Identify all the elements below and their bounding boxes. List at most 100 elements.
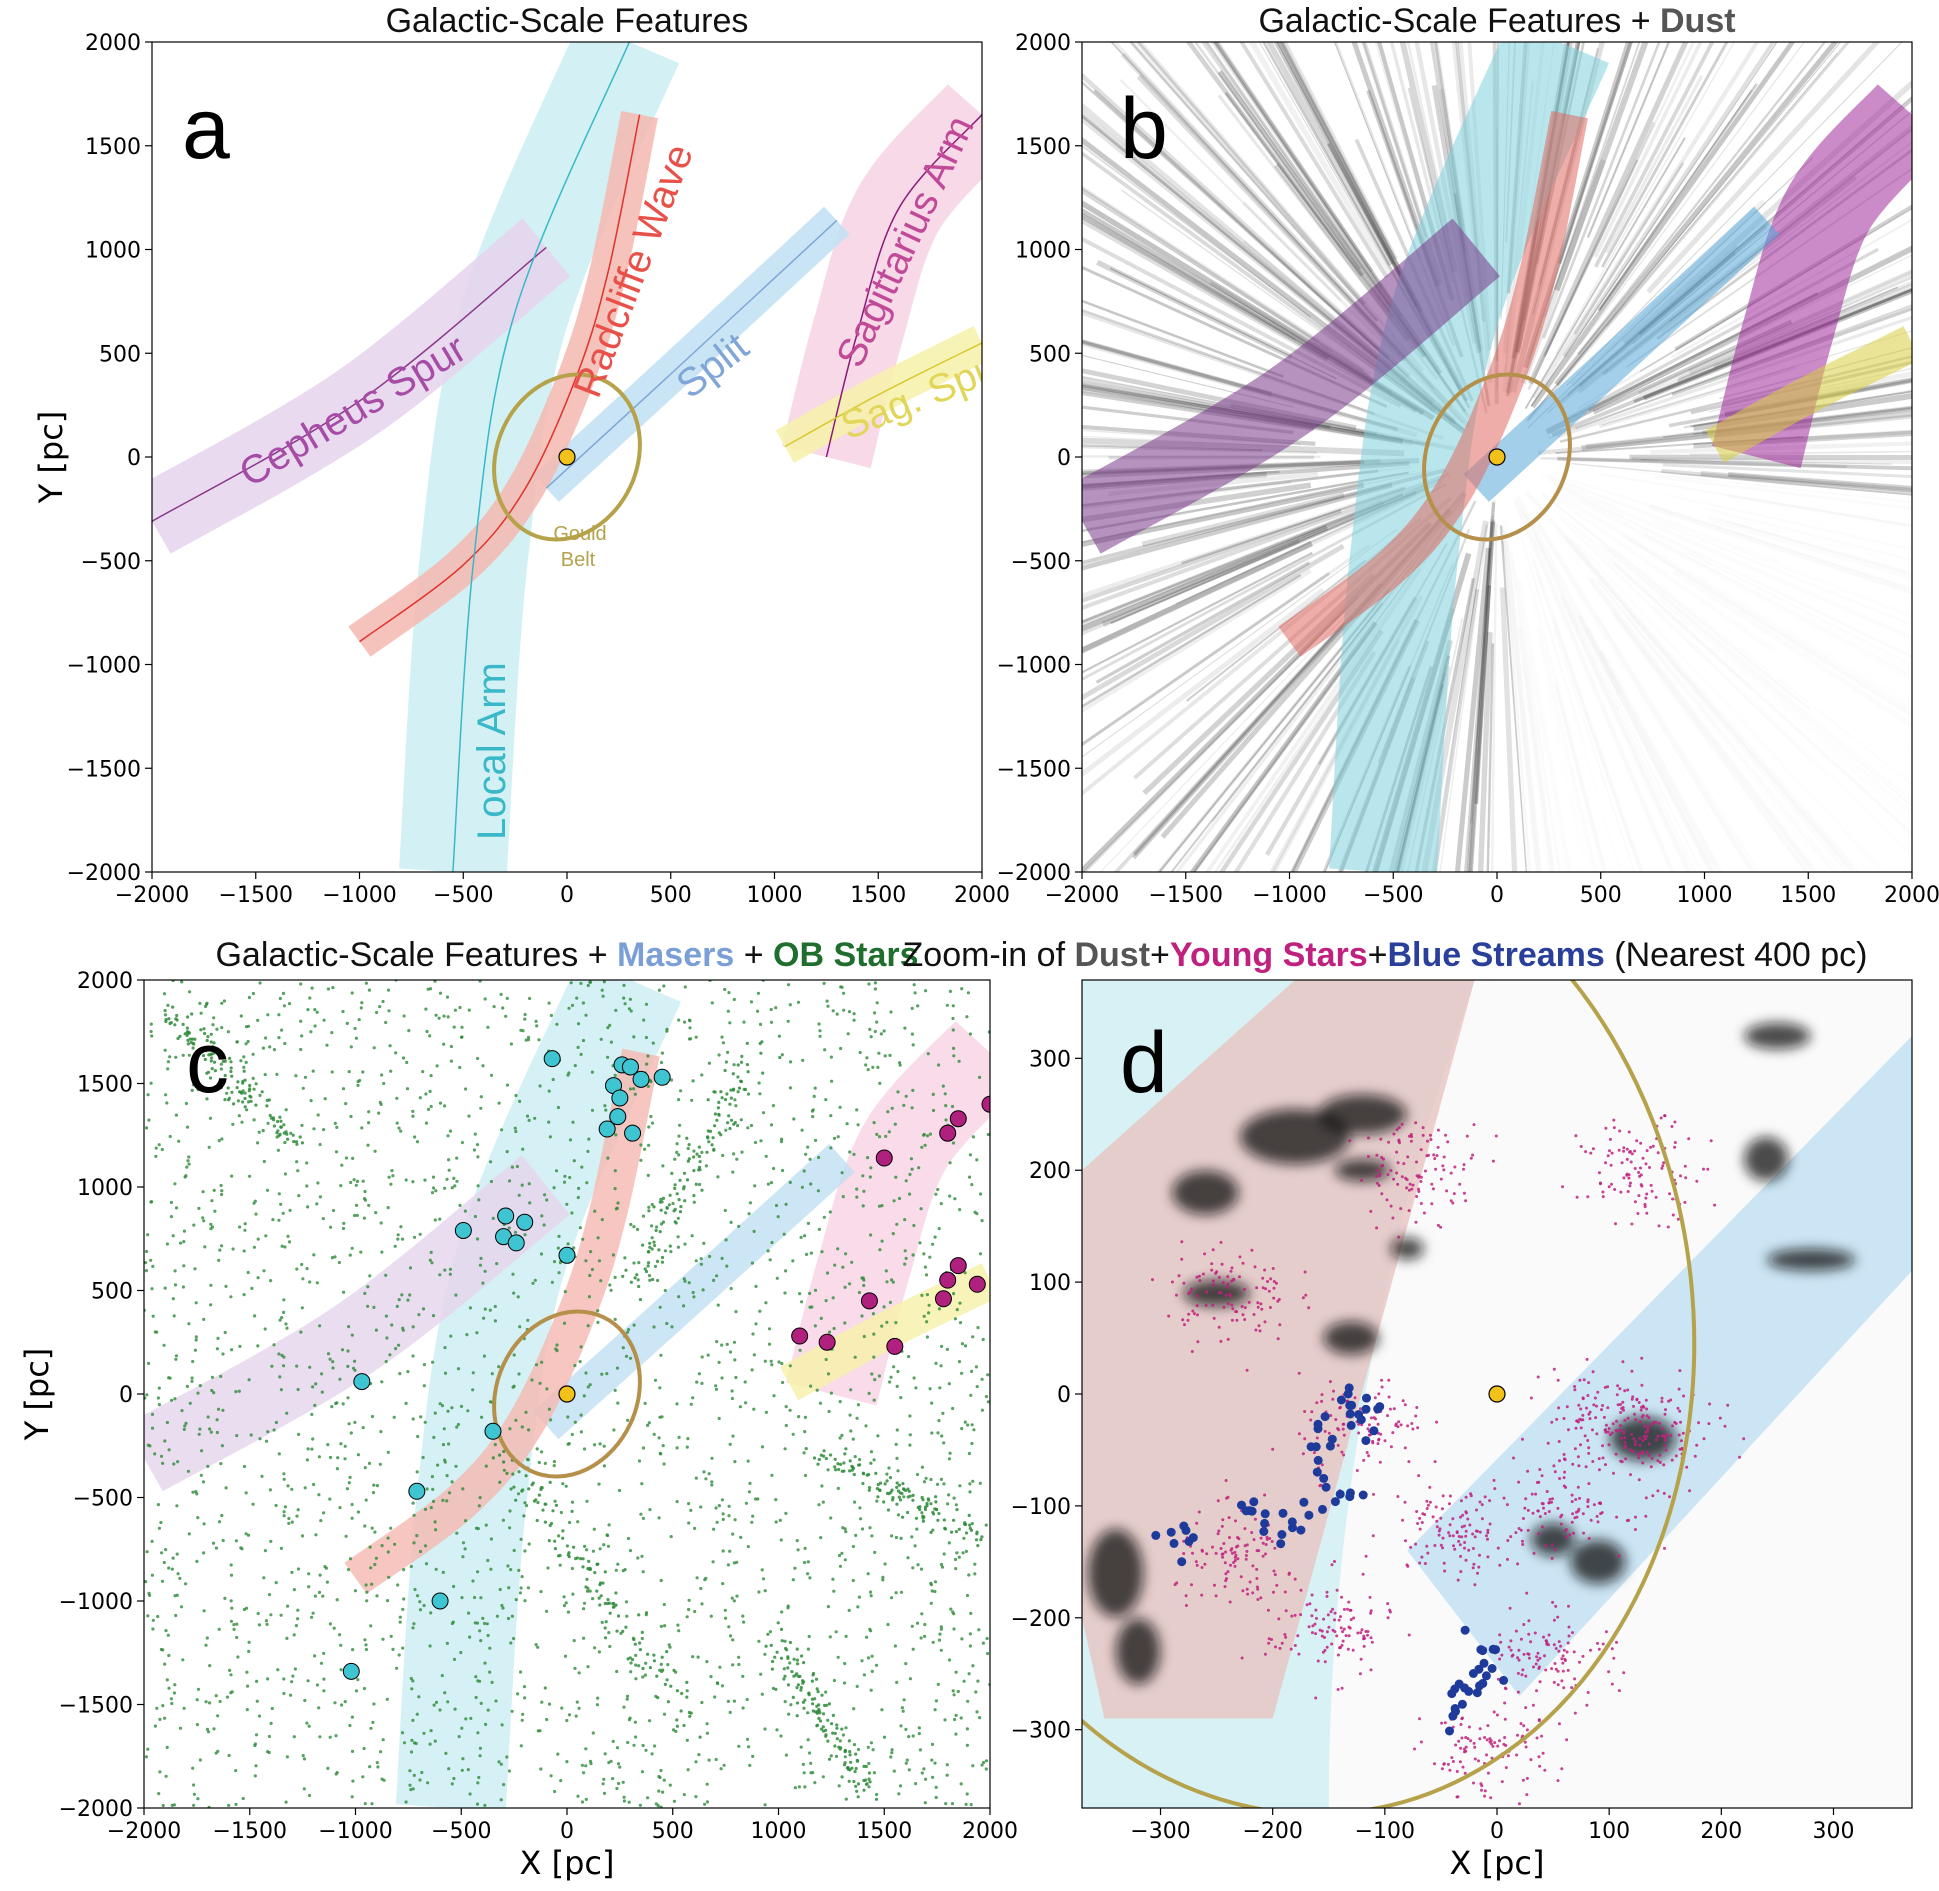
ob-star bbox=[903, 1218, 907, 1222]
ob-star bbox=[962, 1679, 966, 1683]
ob-star bbox=[241, 1796, 245, 1801]
ob-star bbox=[531, 1281, 535, 1285]
ob-star bbox=[348, 1723, 352, 1728]
ob-star bbox=[184, 1101, 188, 1106]
young-star bbox=[1237, 1537, 1241, 1541]
y-tick-label: −500 bbox=[81, 550, 141, 575]
ob-star bbox=[843, 1750, 847, 1754]
ob-star bbox=[308, 1365, 312, 1369]
ob-star bbox=[838, 1747, 842, 1751]
dust-streak bbox=[1399, 42, 1458, 273]
ob-star bbox=[269, 1279, 273, 1283]
ob-star bbox=[869, 1233, 873, 1237]
ob-star bbox=[452, 1176, 456, 1180]
ob-star bbox=[299, 1047, 303, 1052]
ob-star bbox=[951, 1141, 956, 1145]
young-star bbox=[1313, 1622, 1317, 1626]
young-star bbox=[1369, 1609, 1373, 1613]
ob-star bbox=[712, 1278, 716, 1282]
ob-star bbox=[168, 1021, 172, 1026]
ob-star bbox=[803, 1234, 807, 1238]
ob-star bbox=[174, 1113, 178, 1117]
ob-star bbox=[837, 1467, 841, 1472]
young-star bbox=[1472, 1741, 1476, 1745]
ob-star bbox=[798, 1292, 802, 1296]
maser-cyan bbox=[497, 1207, 515, 1225]
ob-star bbox=[277, 1192, 281, 1196]
ob-star bbox=[937, 1227, 941, 1231]
young-star bbox=[1546, 1441, 1550, 1445]
ob-star bbox=[960, 987, 964, 991]
young-star bbox=[1226, 1337, 1230, 1341]
ob-star bbox=[280, 1028, 284, 1032]
young-star bbox=[1182, 1539, 1186, 1543]
ob-star bbox=[800, 1185, 805, 1189]
young-star bbox=[1240, 1305, 1244, 1308]
young-star bbox=[1245, 1543, 1249, 1547]
ob-star bbox=[621, 1346, 625, 1350]
ob-star bbox=[362, 1216, 366, 1220]
young-star bbox=[1397, 1420, 1401, 1424]
ob-star bbox=[318, 1324, 322, 1328]
young-star bbox=[1483, 1736, 1487, 1739]
ob-star bbox=[604, 1108, 608, 1112]
dust-streak bbox=[1376, 42, 1455, 301]
ob-star bbox=[751, 1754, 755, 1758]
young-star bbox=[1441, 1536, 1445, 1540]
ob-star bbox=[263, 1327, 267, 1331]
young-star bbox=[1588, 1417, 1592, 1421]
ob-star bbox=[950, 1530, 954, 1534]
ob-star bbox=[970, 1441, 974, 1446]
ob-star bbox=[817, 1155, 821, 1160]
ob-star bbox=[242, 1607, 246, 1612]
ob-star bbox=[245, 1108, 249, 1112]
young-star bbox=[1460, 1717, 1464, 1721]
ob-star bbox=[582, 1636, 586, 1640]
ob-star bbox=[203, 1245, 207, 1249]
young-star bbox=[1682, 1394, 1686, 1398]
young-star bbox=[1574, 1498, 1578, 1501]
ob-star bbox=[911, 1493, 915, 1497]
maser-magenta bbox=[981, 1095, 990, 1113]
ob-star bbox=[381, 1738, 385, 1742]
young-star bbox=[1626, 1416, 1630, 1420]
ob-star bbox=[947, 1541, 951, 1545]
young-star bbox=[1170, 1280, 1174, 1284]
ob-star bbox=[974, 1365, 979, 1369]
maser-magenta bbox=[875, 1149, 893, 1167]
ob-star bbox=[648, 1241, 652, 1245]
ob-star bbox=[920, 1771, 924, 1775]
ob-star bbox=[786, 1606, 790, 1610]
ob-star bbox=[889, 1375, 893, 1379]
ob-star bbox=[648, 1278, 652, 1282]
dust-streak bbox=[1434, 42, 1466, 232]
ob-star bbox=[812, 1671, 816, 1676]
ob-star bbox=[798, 1348, 802, 1352]
ob-star bbox=[867, 1391, 871, 1395]
ob-star bbox=[860, 1659, 864, 1663]
ob-star bbox=[198, 1427, 202, 1431]
ob-star bbox=[908, 1414, 912, 1418]
ob-star bbox=[899, 1396, 903, 1400]
ob-star bbox=[261, 1046, 265, 1050]
ob-star bbox=[938, 1386, 942, 1390]
ob-star bbox=[963, 1344, 968, 1348]
ob-star bbox=[266, 1677, 270, 1681]
ob-star bbox=[542, 1223, 546, 1227]
panel-c: Galactic-Scale Features + Masers + OB St… bbox=[18, 936, 1018, 1882]
ob-star bbox=[260, 1090, 264, 1094]
ob-star bbox=[943, 1526, 947, 1530]
ob-star bbox=[258, 981, 262, 985]
ob-star bbox=[700, 1381, 704, 1385]
ob-star bbox=[207, 1053, 211, 1057]
ob-star bbox=[201, 1054, 206, 1058]
ob-star bbox=[246, 1039, 250, 1044]
ob-star bbox=[953, 1717, 957, 1722]
ob-star bbox=[883, 1482, 887, 1486]
ob-star bbox=[249, 1433, 253, 1437]
ob-star bbox=[911, 1647, 915, 1651]
ob-star bbox=[754, 1322, 758, 1326]
young-star bbox=[1232, 1278, 1236, 1281]
young-star bbox=[1358, 1672, 1362, 1676]
ob-star bbox=[687, 1607, 691, 1612]
